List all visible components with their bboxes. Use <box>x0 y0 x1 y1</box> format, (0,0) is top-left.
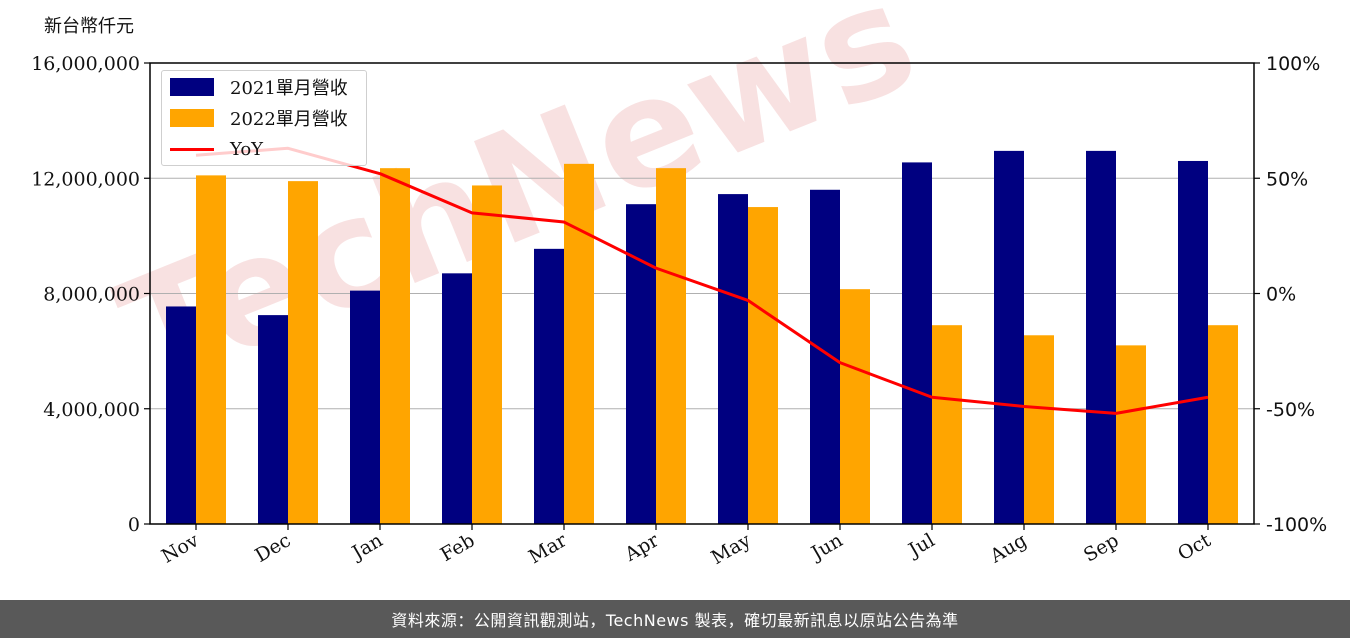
legend-item-2021: 2021單月營收 <box>170 77 348 99</box>
bar-2021-jun <box>810 189 840 524</box>
x-tick-label-aug: Aug <box>986 529 1031 568</box>
bar-2022-mar <box>564 163 594 524</box>
y-axis-unit-label: 新台幣仟元 <box>44 16 134 37</box>
x-tick-label-dec: Dec <box>251 529 294 567</box>
revenue-chart: TechNews04,000,0008,000,00012,000,00016,… <box>31 0 1327 569</box>
x-tick-label-feb: Feb <box>437 529 479 566</box>
legend-swatch-2022 <box>170 109 214 127</box>
legend-label-yoy: YoY <box>230 138 264 160</box>
bar-2022-feb <box>472 185 502 524</box>
bar-2021-mar <box>534 248 564 524</box>
legend-item-yoy: YoY <box>170 138 264 160</box>
legend-swatch-2021 <box>170 78 214 96</box>
right-tick-label: 100% <box>1266 53 1320 75</box>
x-tick-label-jun: Jun <box>806 529 847 565</box>
chart-legend: 2021單月營收 2022單月營收 YoY <box>161 70 367 166</box>
x-tick-label-oct: Oct <box>1174 529 1215 565</box>
bar-2021-oct <box>1178 160 1208 524</box>
left-tick-label: 8,000,000 <box>43 284 140 306</box>
bar-2022-jun <box>840 289 870 524</box>
x-tick-label-apr: Apr <box>620 529 663 566</box>
legend-item-2022: 2022單月營收 <box>170 108 348 130</box>
legend-label-2021: 2021單月營收 <box>230 78 348 99</box>
bar-2021-jul <box>902 162 932 524</box>
bar-2022-sep <box>1116 345 1146 524</box>
x-tick-label-jul: Jul <box>903 529 938 562</box>
legend-line-yoy <box>170 147 214 151</box>
bar-2022-may <box>748 207 778 524</box>
left-tick-label: 16,000,000 <box>31 53 140 75</box>
x-tick-label-jan: Jan <box>347 529 387 565</box>
x-tick-label-sep: Sep <box>1080 529 1123 566</box>
bar-2022-jan <box>380 168 410 524</box>
bar-2022-aug <box>1024 335 1054 524</box>
legend-label-2022: 2022單月營收 <box>230 109 348 130</box>
right-tick-label: -50% <box>1266 399 1315 421</box>
bar-2021-jan <box>350 290 380 524</box>
right-tick-label: -100% <box>1266 514 1327 536</box>
bar-2021-may <box>718 194 748 525</box>
bar-2021-apr <box>626 204 656 524</box>
bar-2021-dec <box>258 315 288 524</box>
left-tick-label: 4,000,000 <box>43 399 140 421</box>
right-tick-label: 50% <box>1266 168 1308 190</box>
right-tick-label: 0% <box>1266 284 1296 306</box>
bar-2021-aug <box>994 150 1024 525</box>
bar-2021-nov <box>166 306 196 524</box>
bar-2022-jul <box>932 325 962 524</box>
bar-2022-dec <box>288 181 318 524</box>
left-tick-label: 0 <box>128 514 140 536</box>
x-tick-label-mar: Mar <box>525 529 571 568</box>
bar-2021-feb <box>442 273 472 524</box>
bar-2021-sep <box>1086 150 1116 525</box>
left-tick-label: 12,000,000 <box>31 168 140 190</box>
bar-2022-oct <box>1208 325 1238 524</box>
bar-2022-nov <box>196 175 226 524</box>
x-tick-label-nov: Nov <box>158 529 203 568</box>
source-footer-text: 資料來源：公開資訊觀測站，TechNews 製表，確切最新訊息以原站公告為準 <box>391 611 959 630</box>
source-footer: 資料來源：公開資訊觀測站，TechNews 製表，確切最新訊息以原站公告為準 <box>0 600 1350 638</box>
bar-2022-apr <box>656 168 686 524</box>
chart-area: TechNews 0 4,000,000 8,000,000 12,000,000 16,… <box>31 0 1327 569</box>
yoy-line <box>195 146 1209 415</box>
x-tick-label-may: May <box>708 529 755 569</box>
